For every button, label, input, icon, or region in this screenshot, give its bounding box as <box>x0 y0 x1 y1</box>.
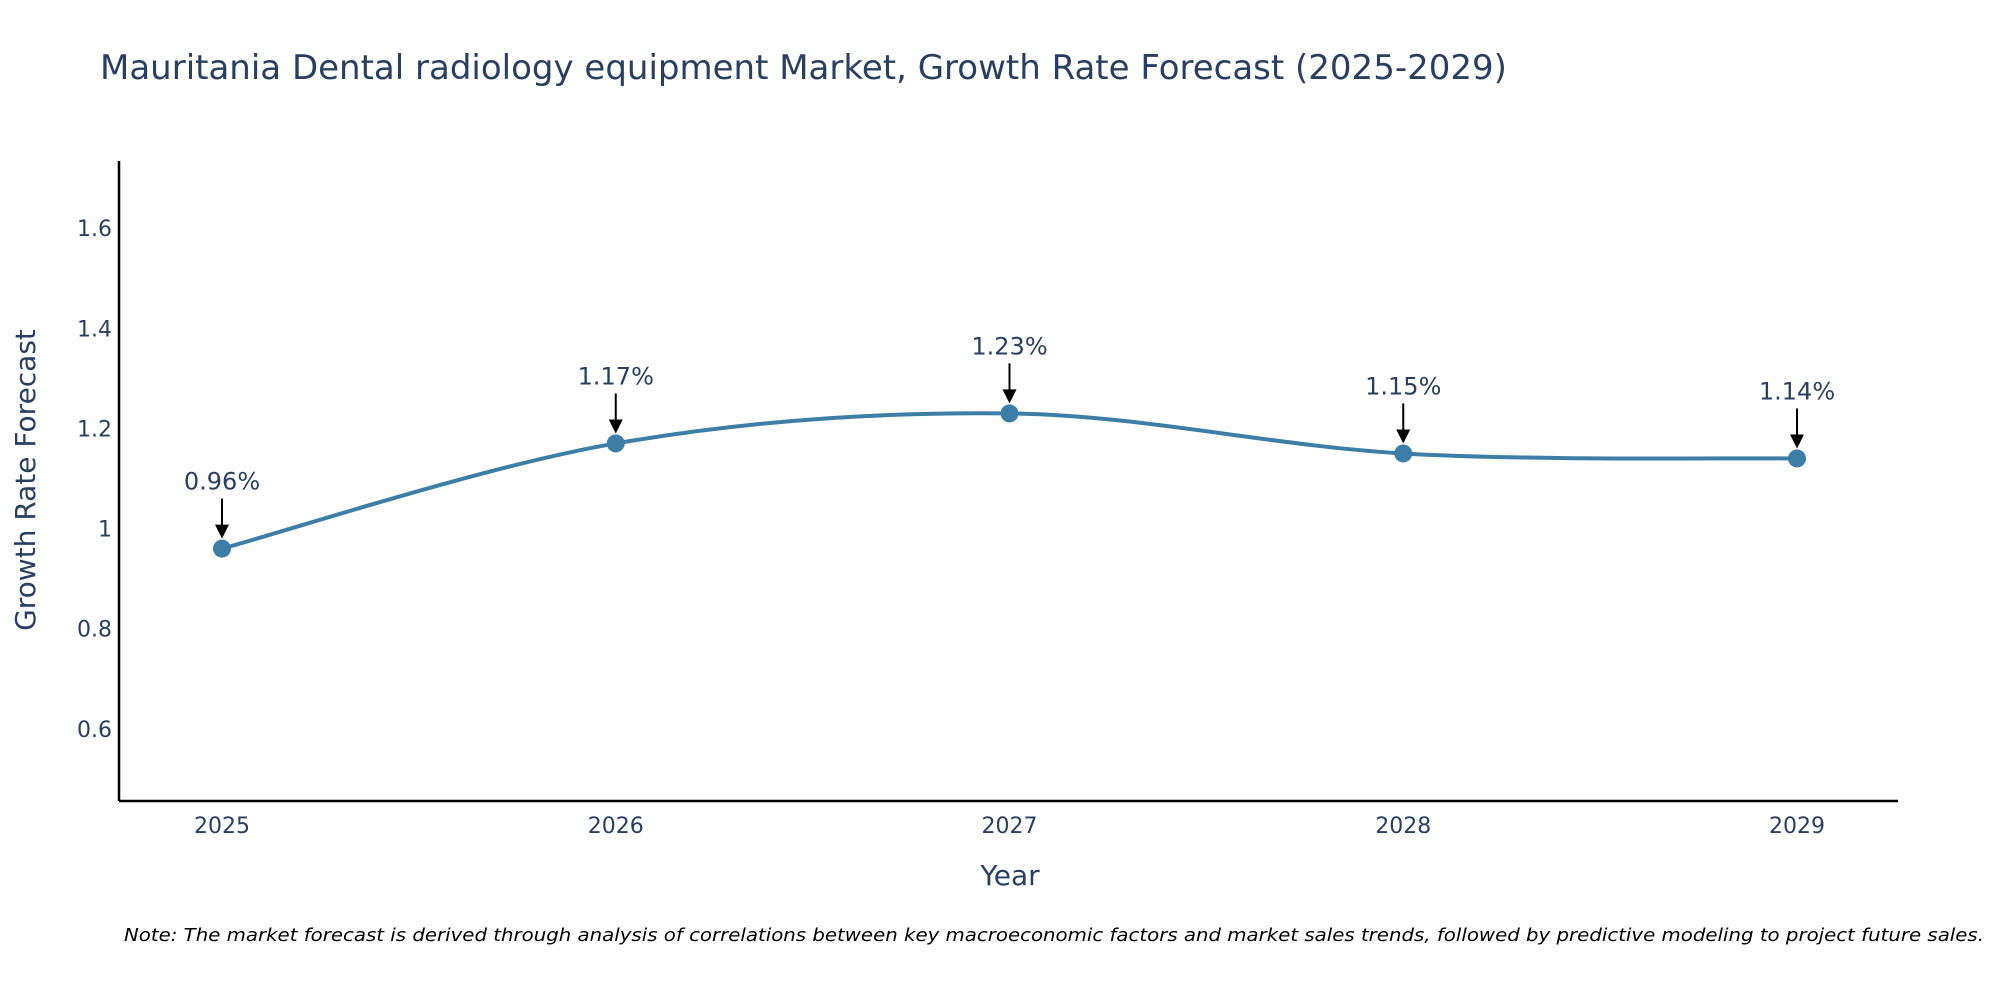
data-label: 0.96% <box>184 468 260 496</box>
x-tick-label: 2025 <box>194 814 250 839</box>
y-tick-label: 0.6 <box>77 718 112 743</box>
data-label: 1.14% <box>1759 377 1835 405</box>
x-tick-label: 2028 <box>1375 814 1431 839</box>
x-tick-label: 2026 <box>588 814 644 839</box>
annotation-arrow-head <box>1002 389 1017 404</box>
data-point-marker <box>1788 449 1806 468</box>
series-markers <box>213 404 1806 558</box>
data-point-marker <box>1394 444 1413 463</box>
y-tick-label: 1.4 <box>77 317 112 342</box>
annotation-arrow-head <box>215 524 229 539</box>
data-point-marker <box>213 539 231 558</box>
data-point-marker <box>606 434 625 453</box>
y-axis-ticks: 0.6 0.8 1 1.2 1.4 1.6 <box>77 217 112 743</box>
y-tick-label: 0.8 <box>77 618 112 643</box>
x-axis-title: Year <box>979 859 1040 892</box>
annotation-arrow-head <box>1790 434 1804 449</box>
data-label: 1.17% <box>578 362 654 390</box>
chart-title: Mauritania Dental radiology equipment Ma… <box>100 48 1507 88</box>
y-tick-label: 1.2 <box>77 417 112 442</box>
annotation-arrow-head <box>608 419 623 434</box>
data-label: 1.23% <box>971 332 1047 360</box>
data-label: 1.15% <box>1365 372 1441 400</box>
x-axis-ticks: 2025 2026 2027 2028 2029 <box>194 814 1825 839</box>
y-axis-title: Growth Rate Forecast <box>9 329 42 631</box>
series-line <box>221 411 1798 551</box>
chart-note: Note: The market forecast is derived thr… <box>124 925 1984 946</box>
x-tick-label: 2027 <box>982 814 1038 839</box>
x-tick-label: 2029 <box>1769 814 1825 839</box>
data-point-marker <box>1000 404 1019 423</box>
annotation-arrow-head <box>1396 429 1411 444</box>
y-tick-label: 1 <box>98 518 112 543</box>
y-tick-label: 1.6 <box>77 217 112 242</box>
data-annotations: 0.96% 1.17% 1.23% 1.15% 1.14% <box>184 332 1835 539</box>
